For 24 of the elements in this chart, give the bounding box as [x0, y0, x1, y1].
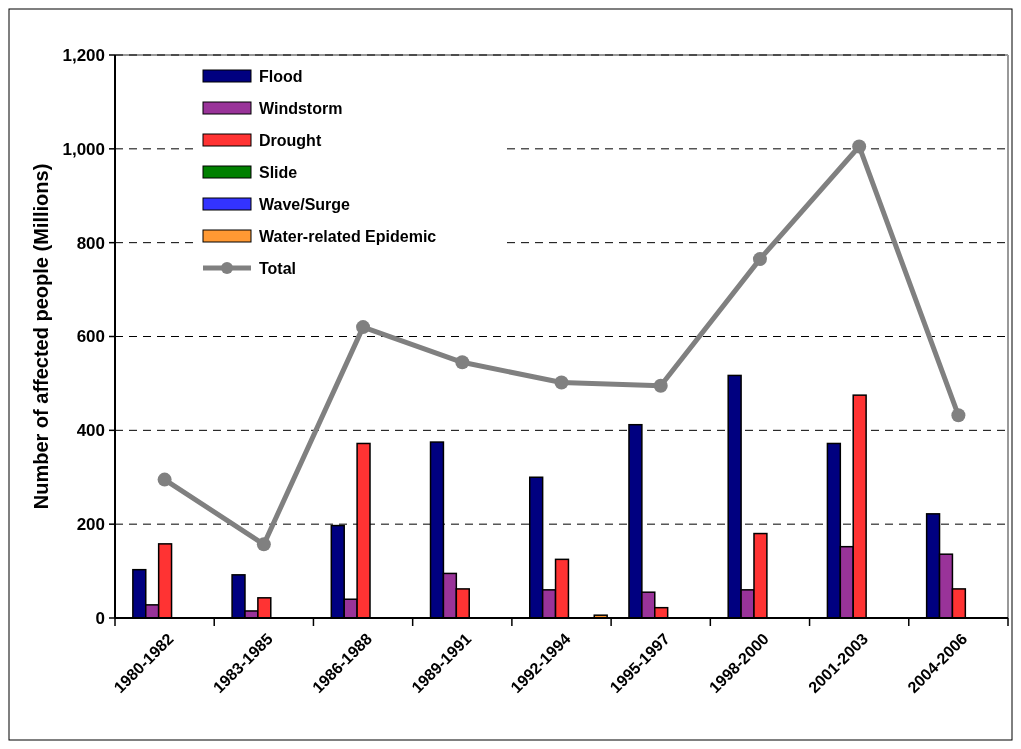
legend-label: Slide [259, 163, 298, 181]
legend-label: Total [259, 259, 297, 277]
legend-label: Drought [259, 131, 322, 149]
point [256, 537, 271, 552]
point [356, 320, 371, 335]
point [752, 252, 767, 267]
point [852, 139, 867, 154]
y-tick-label: 0 [95, 608, 105, 628]
y-tick-label: 800 [76, 233, 105, 253]
point [157, 472, 172, 487]
y-axis-title: Number of affected people (Millions) [30, 163, 52, 510]
legend-label: Wave/Surge [259, 195, 351, 213]
point [455, 355, 470, 370]
point [951, 408, 966, 423]
legend-label: Windstorm [259, 99, 343, 117]
y-tick-label: 200 [76, 515, 105, 535]
y-tick-label: 1,000 [62, 139, 105, 159]
point [554, 375, 569, 390]
y-tick-label: 1,200 [62, 45, 105, 65]
y-tick-label: 600 [76, 327, 105, 347]
y-tick-label: 400 [76, 421, 105, 441]
legend-label: Flood [259, 67, 303, 85]
point [653, 378, 668, 393]
legend-label: Water-related Epidemic [259, 227, 437, 245]
